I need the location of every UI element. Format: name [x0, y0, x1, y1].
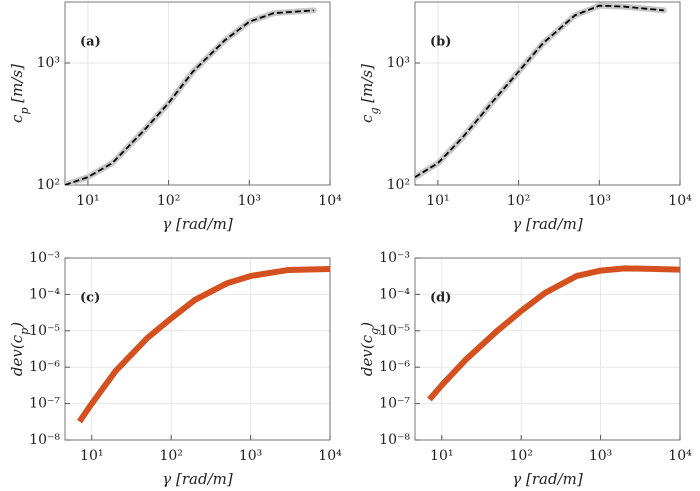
curve — [65, 9, 314, 185]
y-tick-label: 10⁻⁷ — [29, 396, 60, 412]
panel-label: (c) — [80, 291, 100, 306]
curve — [415, 4, 664, 178]
y-tick-label: 10⁻⁶ — [379, 359, 410, 375]
y-tick-label: 10⁻⁴ — [379, 286, 410, 302]
x-axis-label: γ [rad/m] — [512, 470, 583, 488]
x-tick-label: 10⁴ — [318, 193, 342, 209]
y-axis-label-part: p — [18, 108, 31, 115]
y-axis-label: dev(cg) — [358, 322, 381, 376]
y-axis-label-part: g — [368, 108, 381, 115]
panel-label: (d) — [430, 291, 451, 306]
y-axis-label: dev(cp) — [8, 322, 31, 376]
panel: 10¹ 10² 10³ 10⁴ 10⁻⁸ 10⁻⁷ 10⁻⁶ 10⁻⁵ 10⁻⁴ 10⁻³ (d) γ… — [358, 250, 692, 488]
x-tick-label: 10⁴ — [668, 448, 692, 464]
y-axis-label-part: c — [358, 114, 376, 123]
x-tick-label: 10¹ — [76, 193, 99, 209]
y-tick-label: 10⁻⁵ — [379, 323, 410, 339]
panel-label: (a) — [80, 35, 101, 50]
y-tick-label: 10⁻⁸ — [379, 432, 410, 448]
x-tick-label: 10² — [509, 448, 532, 464]
panel: 10¹ 10² 10³ 10⁴ 10² 10³ (b) γ [rad/m] cg [m/s] — [358, 1, 692, 233]
x-tick-label: 10² — [159, 448, 182, 464]
x-tick-label: 10² — [157, 193, 180, 209]
y-axis-label: cp [m/s] — [8, 64, 31, 123]
x-tick-label: 10² — [507, 193, 530, 209]
x-tick-label: 10⁴ — [668, 193, 692, 209]
x-tick-label: 10¹ — [80, 448, 103, 464]
y-tick-label: 10⁻⁴ — [29, 286, 60, 302]
plot-frame — [64, 257, 331, 441]
x-axis-label: γ [rad/m] — [512, 215, 583, 233]
plot-area — [427, 265, 680, 402]
plot-frame — [414, 257, 681, 441]
y-tick-label: 10⁻⁷ — [379, 396, 410, 412]
x-tick-label: 10³ — [589, 448, 612, 464]
plot-frame — [64, 1, 331, 186]
y-axis-label-part: [m/s] — [358, 64, 376, 108]
y-tick-label: 10⁻⁸ — [29, 432, 60, 448]
y-tick-label: 10⁻⁵ — [29, 323, 60, 339]
x-tick-label: 10³ — [588, 193, 611, 209]
plot-area — [415, 2, 667, 181]
y-axis-label-part: c — [8, 114, 26, 123]
curve-halo — [65, 7, 317, 185]
y-tick-label: 10³ — [37, 55, 60, 71]
y-tick-label: 10⁻⁶ — [29, 359, 60, 375]
plot-frame — [414, 1, 681, 186]
y-axis-label-part: [m/s] — [8, 64, 26, 108]
x-tick-label: 10¹ — [430, 448, 453, 464]
panel: 10¹ 10² 10³ 10⁴ 10⁻⁸ 10⁻⁷ 10⁻⁶ 10⁻⁵ 10⁻⁴ 10⁻³ (c) γ… — [8, 250, 342, 488]
x-axis-label: γ [rad/m] — [162, 215, 233, 233]
x-axis-label: γ [rad/m] — [162, 470, 233, 488]
curve — [77, 265, 330, 424]
y-tick-label: 10² — [37, 177, 60, 193]
y-axis-label: cg [m/s] — [358, 64, 381, 123]
curve — [427, 265, 680, 402]
x-tick-label: 10³ — [238, 193, 261, 209]
plot-area — [65, 7, 317, 185]
y-axis-label-part: dev(c — [358, 334, 376, 376]
y-axis-label-part: g — [368, 328, 381, 335]
x-tick-label: 10³ — [239, 448, 262, 464]
panel: 10¹ 10² 10³ 10⁴ 10² 10³ (a) γ [rad/m] cp [m/s] — [8, 1, 342, 233]
y-axis-label-part: ) — [358, 322, 376, 329]
y-tick-label: 10⁻³ — [29, 250, 60, 266]
y-axis-label-part: dev(c — [8, 334, 26, 376]
y-tick-label: 10⁻³ — [379, 250, 410, 266]
curve-halo — [415, 2, 667, 181]
x-tick-label: 10¹ — [426, 193, 449, 209]
y-tick-label: 10² — [387, 177, 410, 193]
y-axis-label-part: p — [18, 328, 31, 335]
y-tick-label: 10³ — [387, 55, 410, 71]
y-axis-label-part: ) — [8, 322, 26, 329]
plot-area — [77, 265, 330, 424]
x-tick-label: 10⁴ — [318, 448, 342, 464]
panel-label: (b) — [430, 35, 451, 50]
